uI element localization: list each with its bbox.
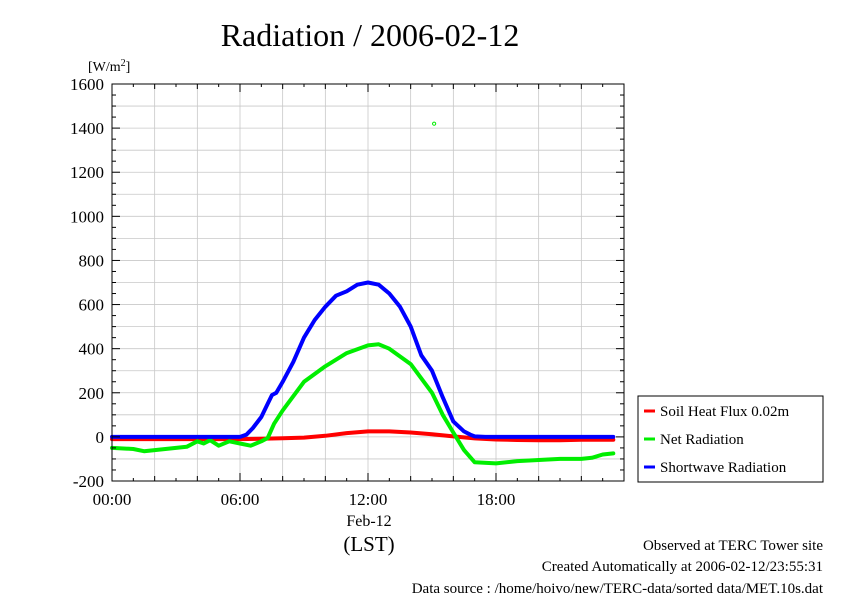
legend: Soil Heat Flux 0.02m Net Radiation Shortwa… [637, 395, 824, 483]
y-tick-label: 1200 [70, 163, 104, 182]
legend-label: Net Radiation [660, 432, 744, 448]
y-axis-label-sup: 2 [121, 58, 126, 69]
legend-label: Soil Heat Flux 0.02m [660, 404, 790, 420]
y-tick-label: 400 [79, 340, 105, 359]
series-line-1 [110, 429, 616, 443]
date-label: Feb-12 [346, 513, 391, 530]
ticks [111, 83, 625, 482]
y-tick-labels: -200 0 200 400 600 800 1000 1200 1400 1600 [70, 75, 104, 491]
x-tick-labels: 00:00 06:00 12:00 18:00 [93, 490, 516, 509]
y-axis-label-base: [W/m [88, 60, 121, 75]
chart-title: Radiation / 2006-02-12 [221, 17, 520, 53]
y-tick-label: 1600 [70, 75, 104, 94]
outlier-point [432, 121, 437, 126]
legend-label: Shortwave Radiation [660, 460, 787, 476]
y-tick-label: 200 [79, 384, 105, 403]
footer-source: Data source : /home/hoivo/new/TERC-data/… [412, 581, 824, 595]
x-tick-label: 12:00 [349, 490, 388, 509]
series-line-2 [110, 342, 616, 466]
y-tick-label: 600 [79, 296, 105, 315]
plot-lines [110, 121, 616, 466]
x-tick-label: 18:00 [477, 490, 516, 509]
legend-box [637, 395, 824, 483]
y-axis-label-end: ] [126, 60, 131, 75]
series-line-3 [110, 280, 616, 439]
footer-created: Created Automatically at 2006-02-12/23:5… [542, 559, 823, 575]
y-tick-label: 800 [79, 251, 105, 270]
y-tick-label: 1400 [70, 119, 104, 138]
x-tick-label: 06:00 [221, 490, 260, 509]
y-tick-label: -200 [73, 472, 104, 491]
y-tick-label: 1000 [70, 207, 104, 226]
x-tick-label: 00:00 [93, 490, 132, 509]
x-axis-label: (LST) [343, 532, 394, 556]
y-axis-label: [W/m2] [88, 58, 130, 75]
footer-observed: Observed at TERC Tower site [643, 538, 823, 554]
y-tick-label: 0 [96, 428, 105, 447]
